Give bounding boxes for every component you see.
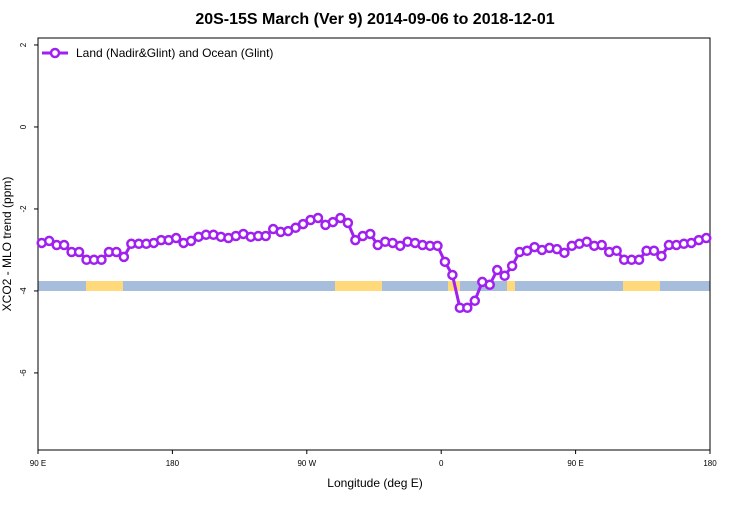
data-point [365, 228, 376, 240]
land-strip [507, 281, 515, 291]
data-point [484, 279, 495, 291]
data-point [118, 251, 130, 263]
data-point [43, 235, 55, 247]
y-tick-label: -6 [19, 369, 28, 377]
chart-title: 20S-15S March (Ver 9) 2014-09-06 to 2018… [195, 11, 554, 28]
data-point [581, 236, 593, 247]
x-tick-label: 90 E [567, 459, 583, 468]
x-tick-label: 0 [439, 459, 444, 468]
data-point [73, 246, 85, 258]
data-point [648, 245, 660, 257]
data-point [491, 264, 503, 276]
data-point [342, 217, 354, 229]
x-tick-label: 90 W [297, 459, 316, 468]
legend-marker [49, 47, 61, 59]
y-tick-label: 2 [19, 42, 28, 47]
y-tick-label: -4 [19, 287, 28, 295]
data-point [170, 232, 182, 244]
x-axis-label: Longitude (deg E) [327, 476, 422, 490]
data-point [506, 260, 518, 272]
surface-strip [38, 281, 710, 291]
data-point [394, 240, 406, 252]
legend: Land (Nadir&Glint) and Ocean (Glint) [42, 46, 273, 60]
data-point [335, 212, 346, 224]
data-point [439, 256, 451, 268]
y-tick-label: -2 [19, 205, 28, 213]
data-point [432, 240, 443, 252]
data-point [327, 216, 339, 228]
data-point [58, 239, 70, 251]
legend-label: Land (Nadir&Glint) and Ocean (Glint) [76, 46, 273, 60]
data-point [350, 234, 361, 246]
data-point [469, 295, 481, 307]
data-point [596, 239, 607, 251]
x-tick-label: 90 E [30, 459, 46, 468]
land-strip [623, 281, 660, 291]
x-tick-label: 180 [703, 459, 717, 468]
data-point [96, 254, 107, 266]
data-point [260, 230, 271, 242]
y-tick-label: 0 [19, 124, 28, 129]
data-point [111, 246, 122, 258]
data-point [312, 212, 324, 224]
land-strip [86, 281, 123, 291]
data-point [185, 235, 197, 247]
data-point [633, 254, 645, 266]
x-tick-label: 180 [166, 459, 180, 468]
data-point [462, 302, 473, 313]
y-axis-label: XCO2 - MLO trend (ppm) [0, 177, 14, 312]
data-point [656, 250, 667, 262]
data-point [297, 218, 309, 230]
data-point [559, 247, 570, 259]
data-point [447, 269, 458, 281]
land-strip [335, 281, 382, 291]
data-point [611, 245, 622, 257]
data-point [701, 232, 712, 244]
data-point [499, 270, 510, 282]
